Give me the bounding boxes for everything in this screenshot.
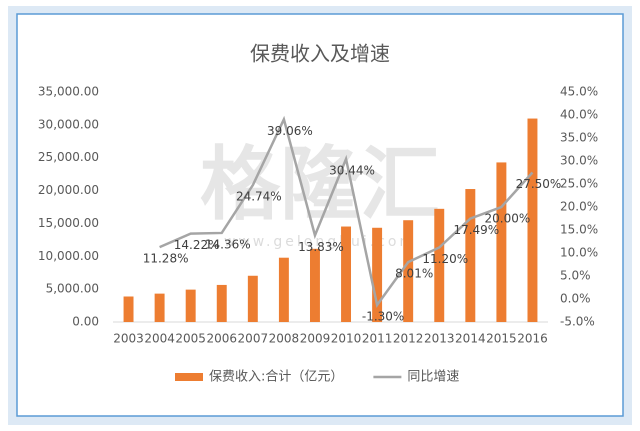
x-tick-label: 2005 <box>175 332 206 346</box>
y2-tick-label: -5.0% <box>560 315 595 329</box>
y2-tick-label: 45.0% <box>560 85 598 99</box>
line <box>159 115 534 308</box>
y-tick-label: 10,000.00 <box>38 249 99 263</box>
x-tick-label: 2014 <box>455 332 486 346</box>
x-tick-label: 2012 <box>393 332 424 346</box>
x-tick-label: 2015 <box>486 332 517 346</box>
data-label: 14.22% <box>174 238 220 252</box>
y2-tick-label: 15.0% <box>560 223 598 237</box>
x-tick-label: 2011 <box>362 332 393 346</box>
bar <box>309 248 320 322</box>
data-label: 11.20% <box>422 252 468 266</box>
y-tick-label: 15,000.00 <box>38 216 99 230</box>
data-label: -1.30% <box>362 309 404 323</box>
data-label: 17.49% <box>453 223 499 237</box>
bar <box>216 284 227 322</box>
x-tick-label: 2007 <box>238 332 269 346</box>
legend-label: 同比增速 <box>407 370 459 385</box>
data-label: 8.01% <box>395 267 433 281</box>
y2-tick-label: 10.0% <box>560 246 598 260</box>
data-label: 13.83% <box>298 240 344 254</box>
legend-label: 保费收入:合计（亿元） <box>209 370 343 385</box>
data-label: 14.36% <box>205 237 251 251</box>
x-tick-label: 2006 <box>206 332 237 346</box>
data-label: 11.28% <box>143 252 189 266</box>
watermark: 格隆汇 <box>200 138 440 231</box>
data-label: 39.06% <box>267 124 313 138</box>
x-tick-label: 2004 <box>144 332 175 346</box>
data-label: 27.50% <box>516 177 562 191</box>
data-label: 30.44% <box>329 163 375 177</box>
y2-tick-label: 5.0% <box>560 269 591 283</box>
legend-swatch <box>175 373 203 381</box>
bar <box>123 296 134 322</box>
y2-tick-label: 35.0% <box>560 131 598 145</box>
data-label: 24.74% <box>236 190 282 204</box>
y-tick-label: 35,000.00 <box>38 85 99 99</box>
y2-tick-label: 20.0% <box>560 200 598 214</box>
y2-tick-label: 40.0% <box>560 108 598 122</box>
y-tick-label: 25,000.00 <box>38 150 99 164</box>
y-tick-label: 0.00 <box>72 315 99 329</box>
bar <box>527 118 538 322</box>
bar <box>185 289 196 322</box>
bar <box>278 257 289 322</box>
x-tick-label: 2016 <box>517 332 548 346</box>
x-tick-label: 2003 <box>113 332 144 346</box>
x-tick-label: 2008 <box>269 332 300 346</box>
chart-title: 保费收入及增速 <box>250 42 390 66</box>
y-tick-label: 20,000.00 <box>38 183 99 197</box>
bar <box>341 226 352 322</box>
data-label: 20.00% <box>485 212 531 226</box>
chart-panel <box>16 13 624 417</box>
bar <box>465 189 476 322</box>
y2-tick-label: 30.0% <box>560 154 598 168</box>
bar <box>496 162 507 322</box>
bar <box>403 220 414 322</box>
x-tick-label: 2010 <box>331 332 362 346</box>
x-tick-label: 2013 <box>424 332 455 346</box>
y2-tick-label: 0.0% <box>560 292 591 306</box>
x-tick-label: 2009 <box>300 332 331 346</box>
bar <box>372 227 383 322</box>
bar <box>247 275 258 322</box>
bar <box>154 293 165 322</box>
y-tick-label: 5,000.00 <box>46 282 99 296</box>
y-tick-label: 30,000.00 <box>38 117 99 131</box>
bar <box>434 208 445 322</box>
y2-tick-label: 25.0% <box>560 177 598 191</box>
